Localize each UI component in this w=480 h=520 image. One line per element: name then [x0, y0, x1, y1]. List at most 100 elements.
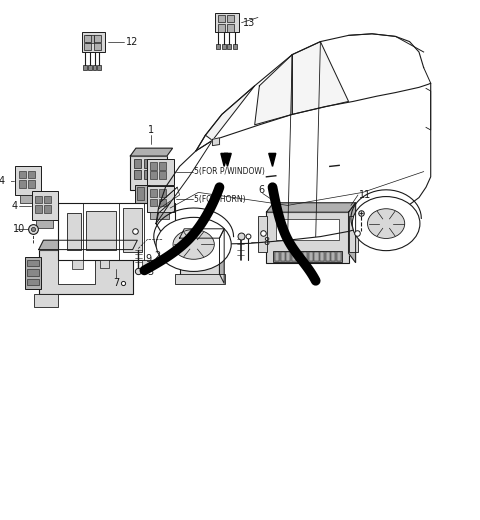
Polygon shape [39, 240, 137, 250]
Polygon shape [213, 138, 219, 146]
Bar [94, 35, 101, 42]
Bar [15, 166, 41, 195]
Bar [159, 162, 167, 170]
Bar [217, 15, 225, 22]
Bar [150, 212, 169, 219]
Polygon shape [221, 153, 228, 166]
Bar [159, 199, 167, 206]
Bar [150, 199, 157, 206]
Bar [144, 170, 151, 179]
Bar [175, 274, 225, 284]
Ellipse shape [368, 209, 405, 239]
Bar [130, 156, 167, 190]
Text: 13: 13 [243, 18, 255, 28]
Polygon shape [130, 148, 172, 156]
Text: 1: 1 [148, 125, 155, 135]
Bar [94, 43, 101, 50]
Bar [331, 252, 336, 261]
Bar [154, 170, 162, 179]
Polygon shape [205, 86, 255, 140]
Bar [320, 252, 324, 261]
Bar [303, 252, 307, 261]
Bar [44, 196, 51, 203]
Bar [142, 260, 154, 269]
Bar [337, 252, 341, 261]
Bar [19, 180, 25, 188]
Bar [39, 250, 132, 294]
Polygon shape [196, 34, 424, 151]
Bar [215, 13, 239, 32]
Bar [276, 219, 339, 240]
Text: 5(FOR HORN): 5(FOR HORN) [193, 194, 245, 204]
Text: 4: 4 [0, 176, 5, 186]
Bar [150, 189, 157, 197]
Text: 9: 9 [145, 254, 151, 264]
Bar [97, 65, 101, 70]
Polygon shape [224, 153, 231, 166]
Ellipse shape [352, 197, 420, 251]
Bar [137, 187, 144, 200]
Bar [86, 35, 94, 43]
Bar [154, 159, 162, 168]
Bar [217, 24, 225, 32]
Bar [32, 191, 58, 220]
Bar [123, 208, 142, 252]
Bar [147, 159, 174, 185]
Text: 11: 11 [360, 190, 372, 200]
Bar [28, 180, 35, 188]
Bar [72, 260, 84, 269]
Bar [133, 170, 141, 179]
Text: 10: 10 [13, 224, 25, 234]
Bar [19, 171, 25, 178]
Bar [147, 187, 154, 200]
Bar [88, 65, 92, 70]
Polygon shape [255, 55, 292, 125]
Bar [135, 185, 168, 203]
Bar [314, 252, 319, 261]
Bar [286, 252, 290, 261]
Polygon shape [266, 203, 356, 212]
Ellipse shape [173, 229, 214, 259]
Bar [58, 259, 95, 284]
Text: 6: 6 [259, 185, 265, 195]
Text: 7: 7 [113, 278, 120, 289]
Text: 5(FOR P/WINDOW): 5(FOR P/WINDOW) [193, 167, 264, 176]
Bar [227, 24, 235, 32]
Bar [26, 260, 39, 266]
Bar [159, 171, 167, 179]
Bar [100, 260, 109, 268]
Text: 4: 4 [12, 201, 18, 211]
Bar [156, 187, 163, 200]
Bar [44, 205, 51, 213]
Bar [67, 213, 81, 250]
Bar [159, 189, 167, 197]
Bar [147, 186, 174, 212]
Polygon shape [269, 153, 276, 166]
Bar [35, 205, 42, 213]
Bar [292, 252, 296, 261]
Bar [298, 252, 301, 261]
Bar [274, 251, 342, 262]
Bar [266, 212, 348, 263]
Bar [233, 44, 237, 49]
Text: 12: 12 [126, 37, 138, 47]
Bar [228, 44, 231, 49]
Bar [325, 252, 330, 261]
Bar [84, 43, 91, 50]
Bar [216, 44, 220, 49]
Bar [150, 162, 157, 170]
Bar [133, 159, 141, 168]
Bar [28, 171, 35, 178]
Bar [84, 65, 87, 70]
Bar [34, 294, 58, 307]
Polygon shape [156, 83, 431, 244]
Bar [222, 44, 226, 49]
Text: 8: 8 [263, 237, 269, 247]
Bar [24, 257, 41, 289]
Bar [150, 185, 169, 192]
Bar [280, 252, 285, 261]
Polygon shape [219, 229, 224, 283]
Bar [258, 216, 267, 252]
Bar [84, 35, 91, 42]
Bar [35, 196, 42, 203]
